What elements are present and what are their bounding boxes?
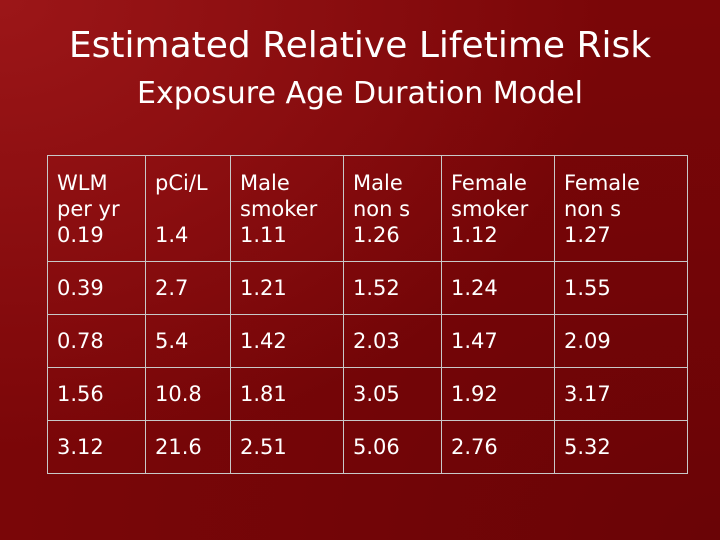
table-cell-wlm: WLM per yr 0.19 — [47, 155, 146, 262]
slide-title: Estimated Relative Lifetime Risk — [68, 25, 652, 66]
table-cell: 3.17 — [554, 367, 688, 421]
column-header-line: smoker — [451, 196, 529, 221]
table-cell-male-smoker: Male smoker 1.11 — [230, 155, 344, 262]
table-cell: 2.76 — [441, 420, 555, 474]
table-cell: 21.6 — [145, 420, 231, 474]
table-cell-pcil: pCi/L 1.4 — [145, 155, 231, 262]
column-header-line: Female — [451, 170, 527, 195]
column-header-line: smoker — [240, 196, 318, 221]
table-cell-value: 1.11 — [240, 222, 287, 247]
table-cell-value: 1.12 — [451, 222, 498, 247]
table-cell-value: 1.26 — [353, 222, 400, 247]
table-cell: 5.4 — [145, 314, 231, 368]
table-cell: 2.51 — [230, 420, 344, 474]
table-cell: 0.39 — [47, 261, 146, 315]
table-cell-value: 1.4 — [155, 222, 189, 247]
table-cell: 2.03 — [343, 314, 442, 368]
table-cell: 2.7 — [145, 261, 231, 315]
table-cell: 0.78 — [47, 314, 146, 368]
table-cell-male-nonsmoker: Male non s 1.26 — [343, 155, 442, 262]
table-row: 1.56 10.8 1.81 3.05 1.92 3.17 — [47, 367, 688, 421]
table-cell: 2.09 — [554, 314, 688, 368]
table-cell: 1.55 — [554, 261, 688, 315]
column-header-line: non s — [353, 196, 411, 221]
table-cell: 5.32 — [554, 420, 688, 474]
table-cell: 1.56 — [47, 367, 146, 421]
column-header-line: Male — [240, 170, 290, 195]
table-cell-female-smoker: Female smoker 1.12 — [441, 155, 555, 262]
column-header-line — [155, 196, 230, 222]
table-cell: 10.8 — [145, 367, 231, 421]
table-cell-value: 1.27 — [564, 222, 611, 247]
slide-subtitle: Exposure Age Duration Model — [137, 76, 583, 111]
table-cell: 3.12 — [47, 420, 146, 474]
table-cell-female-nonsmoker: Female non s 1.27 — [554, 155, 688, 262]
table-cell-value: 0.19 — [57, 222, 104, 247]
table-cell: 1.21 — [230, 261, 344, 315]
table-cell: 1.24 — [441, 261, 555, 315]
table-cell: 1.81 — [230, 367, 344, 421]
table-row: WLM per yr 0.19 pCi/L 1.4 Male smoker 1.… — [47, 155, 688, 262]
table-row: 0.39 2.7 1.21 1.52 1.24 1.55 — [47, 261, 688, 315]
column-header-line: per yr — [57, 196, 120, 221]
table-cell: 5.06 — [343, 420, 442, 474]
table-cell: 3.05 — [343, 367, 442, 421]
table-row: 3.12 21.6 2.51 5.06 2.76 5.32 — [47, 420, 688, 474]
table-row: 0.78 5.4 1.42 2.03 1.47 2.09 — [47, 314, 688, 368]
column-header-line: WLM — [57, 170, 108, 195]
column-header-line: non s — [564, 196, 622, 221]
column-header-line: pCi/L — [155, 170, 208, 195]
column-header-line: Female — [564, 170, 640, 195]
table-cell: 1.47 — [441, 314, 555, 368]
table-cell: 1.52 — [343, 261, 442, 315]
table-cell: 1.92 — [441, 367, 555, 421]
table-cell: 1.42 — [230, 314, 344, 368]
risk-table: WLM per yr 0.19 pCi/L 1.4 Male smoker 1.… — [47, 155, 688, 474]
column-header-line: Male — [353, 170, 403, 195]
